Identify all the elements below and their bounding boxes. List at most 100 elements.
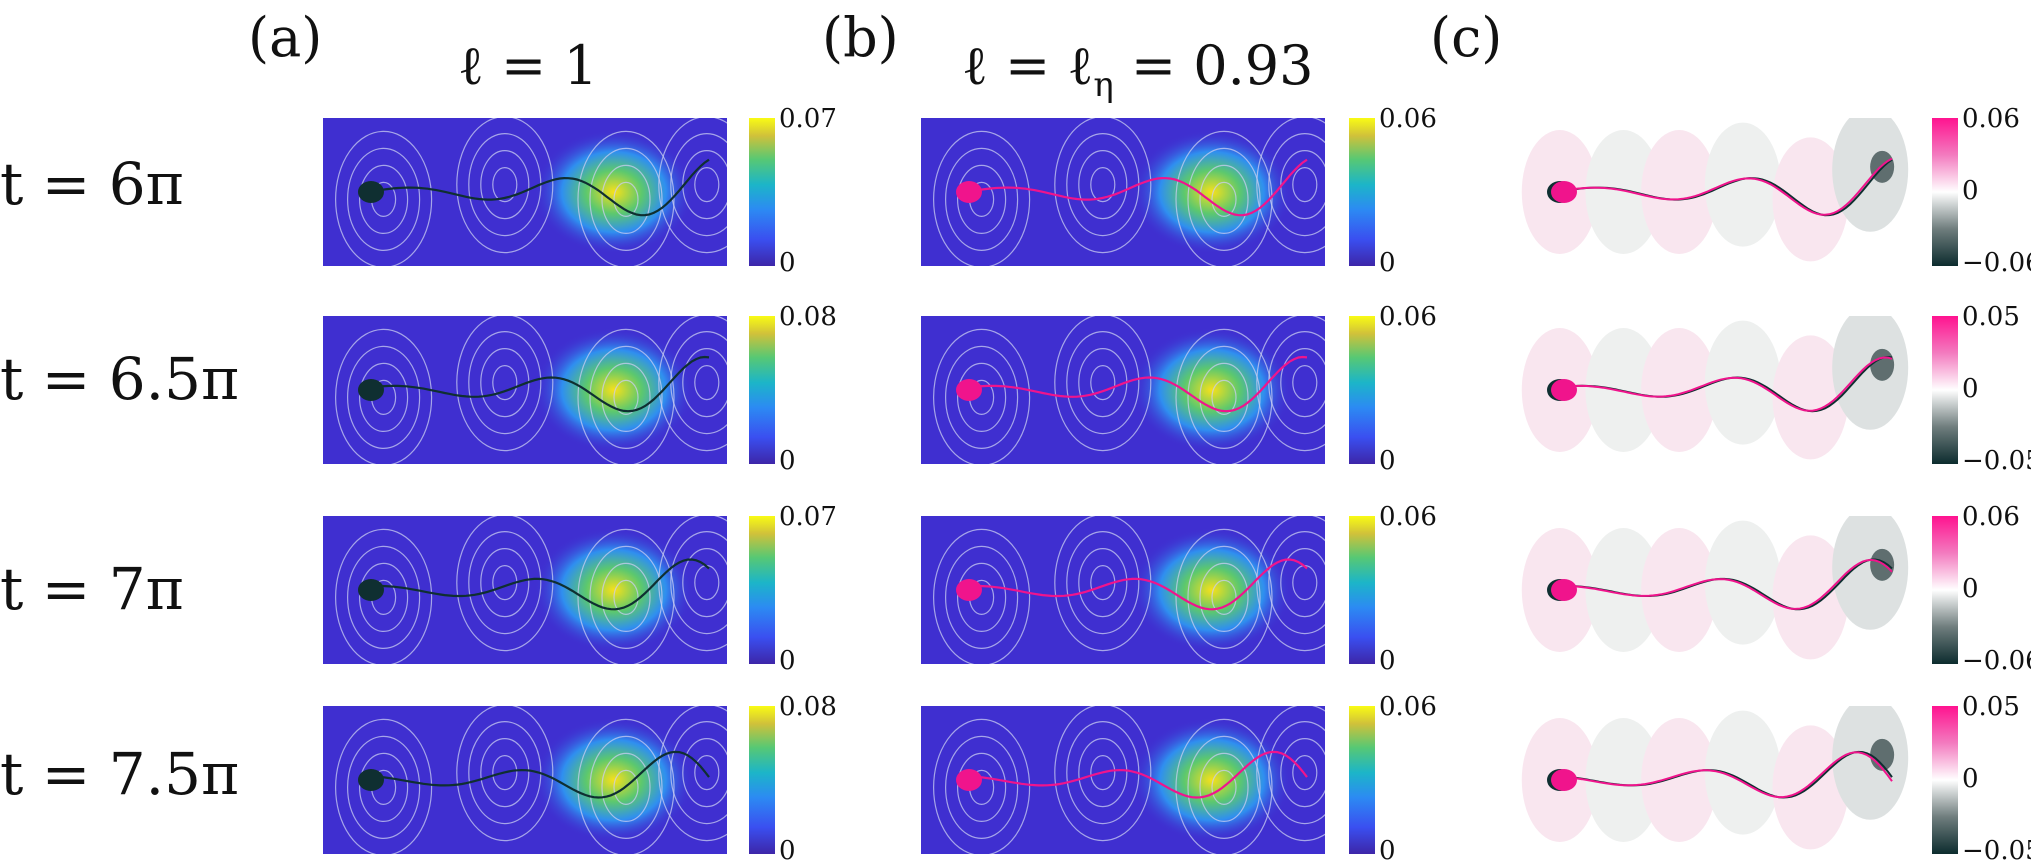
colorbar-min-label: 0: [779, 446, 796, 476]
streamline: [944, 147, 1019, 252]
streamline: [1268, 133, 1325, 237]
difference-lobe: [1704, 320, 1781, 445]
streamline: [1078, 149, 1128, 220]
swimmer-head: [956, 579, 982, 601]
colorbar-max-label: 0.06: [1379, 104, 1437, 134]
colorbar-max-label: 0.06: [1962, 502, 2020, 532]
colorbar-min-label: −0.06: [1962, 248, 2031, 278]
speed-hotspot: [1131, 718, 1292, 842]
streamline: [1292, 364, 1318, 401]
colorbar-c-row-2: [1932, 516, 1958, 664]
colorbar-min-label: 0: [1379, 248, 1396, 278]
speed-hotspot: [1131, 328, 1292, 452]
colorbar-a-row-3: [749, 706, 775, 854]
streamline: [1175, 328, 1273, 464]
streamline: [1066, 530, 1140, 635]
streamline: [1268, 531, 1325, 635]
streamline: [1268, 721, 1325, 825]
streamline: [492, 754, 518, 791]
streamline: [1256, 706, 1325, 842]
streamline: [577, 718, 675, 854]
colorbar-c-row-1: [1932, 316, 1958, 464]
swimmer-head: [358, 379, 384, 401]
streamline: [933, 718, 1031, 854]
colorbar-min-label: 0: [779, 248, 796, 278]
filament-tail: [965, 355, 1308, 413]
streamline: [682, 548, 727, 618]
streamline: [956, 362, 1007, 433]
streamline: [1078, 547, 1128, 618]
streamline: [1280, 548, 1325, 618]
streamline: [589, 545, 663, 650]
streamline: [670, 133, 727, 237]
column-title-b: ℓ = ℓη = 0.93: [962, 34, 1314, 105]
streamline: [694, 166, 720, 203]
swimmer-head-b: [1551, 379, 1577, 401]
panel-label-c: (c): [1430, 6, 1503, 69]
colorbar-max-label: 0.07: [779, 502, 837, 532]
speed-hotspot: [533, 718, 694, 842]
colorbar-min-label: 0: [779, 836, 796, 866]
streamline: [335, 328, 433, 464]
speed-hotspot: [533, 328, 694, 452]
streamline: [613, 181, 639, 218]
column-title-b-main: ℓ = ℓ: [962, 34, 1094, 97]
plot-c-row-2: [1521, 516, 1909, 660]
streamline: [944, 345, 1019, 450]
streamline: [480, 737, 530, 808]
streamline: [358, 562, 409, 633]
plot-a-row-1: [323, 316, 727, 464]
plot-c-row-0: [1521, 118, 1909, 262]
colorbar-max-label: 0.05: [1962, 692, 2020, 722]
streamline: [456, 706, 554, 842]
colorbar-max-label: 0.06: [1962, 104, 2020, 134]
streamline: [589, 345, 663, 450]
colorbar-max-label: 0.08: [779, 692, 837, 722]
row-label-1: t = 6.5π: [0, 345, 240, 413]
streamline: [1199, 164, 1249, 235]
streamline: [577, 528, 675, 664]
streamline: [601, 752, 651, 823]
streamline: [480, 547, 530, 618]
streamline: [601, 562, 651, 633]
speed-hotspot: [1131, 130, 1292, 254]
streamline: [456, 316, 554, 452]
plot-b-row-0: [921, 118, 1325, 266]
streamline: [1292, 754, 1318, 791]
streamline: [1054, 706, 1152, 842]
panel-label-b: (b): [822, 6, 899, 69]
colorbar-c-row-3: [1932, 706, 1958, 854]
swimmer-head: [358, 769, 384, 791]
streamline: [1175, 130, 1273, 266]
streamline: [1187, 345, 1261, 450]
difference-lobe: [1772, 335, 1849, 460]
streamline: [1199, 752, 1249, 823]
column-title-b-tail: = 0.93: [1113, 34, 1314, 97]
streamline: [944, 545, 1019, 650]
streamline: [492, 364, 518, 401]
streamline: [456, 118, 554, 254]
streamline: [682, 348, 727, 418]
streamline: [1280, 348, 1325, 418]
filament-tail: [367, 750, 710, 799]
streamline: [1280, 738, 1325, 808]
streamline: [1199, 562, 1249, 633]
streamline: [601, 362, 651, 433]
panel-label-a: (a): [248, 6, 323, 69]
swimmer-head-b: [1551, 769, 1577, 791]
colorbar-a-row-2: [749, 516, 775, 664]
filament-tail: [367, 558, 710, 611]
streamline: [658, 118, 727, 254]
streamline: [933, 130, 1031, 266]
streamline: [670, 531, 727, 635]
streamline: [1211, 379, 1237, 416]
streamline: [346, 345, 421, 450]
colorbar-max-label: 0.08: [779, 302, 837, 332]
colorbar-min-label: 0: [779, 646, 796, 676]
streamline: [358, 164, 409, 235]
streamline: [613, 769, 639, 806]
colorbar-mid-label: 0: [1962, 176, 1979, 206]
streamline: [589, 147, 663, 252]
difference-lobe: [1585, 130, 1662, 254]
difference-lobe: [1832, 316, 1909, 430]
